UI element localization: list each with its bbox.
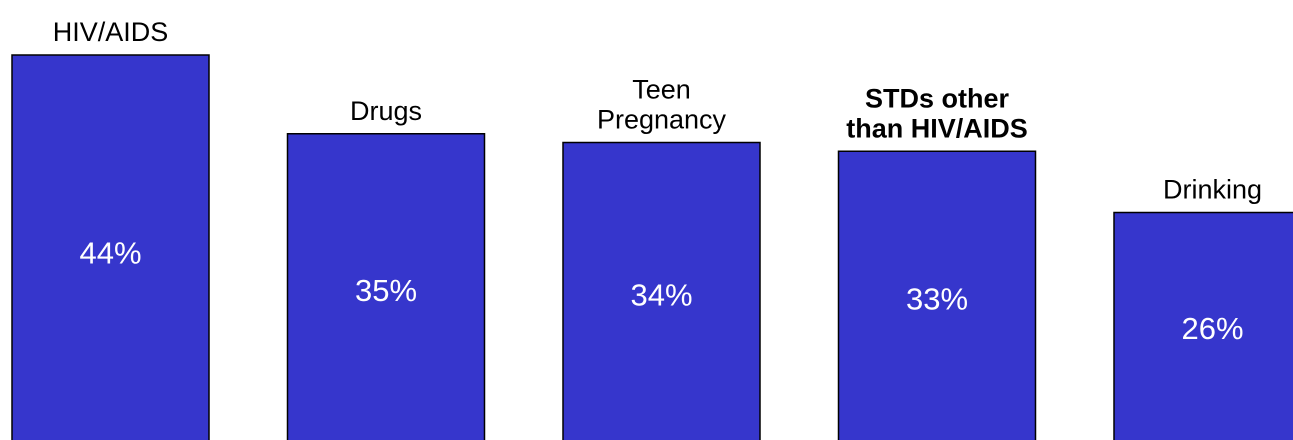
- data-label-3: 33%: [906, 282, 968, 317]
- data-label-4: 26%: [1181, 311, 1243, 346]
- data-label-1: 35%: [355, 273, 417, 308]
- category-label-2-line-1: Pregnancy: [597, 105, 727, 135]
- category-label-3-line-1: than HIV/AIDS: [846, 113, 1028, 143]
- bar-2: [562, 141, 761, 440]
- data-label-2: 34%: [630, 277, 692, 312]
- category-label-2-line-0: Teen: [632, 75, 691, 105]
- category-label-4-line-0: Drinking: [1163, 175, 1262, 205]
- bar-3: [837, 150, 1037, 440]
- data-label-0: 44%: [79, 235, 141, 270]
- bar-0: [11, 54, 210, 440]
- bar-1: [286, 133, 486, 440]
- category-label-3-line-0: STDs other: [865, 83, 1010, 113]
- category-label-1-line-0: Drugs: [350, 96, 422, 126]
- category-label-0-line-0: HIV/AIDS: [53, 17, 169, 47]
- bar-4: [1113, 211, 1293, 440]
